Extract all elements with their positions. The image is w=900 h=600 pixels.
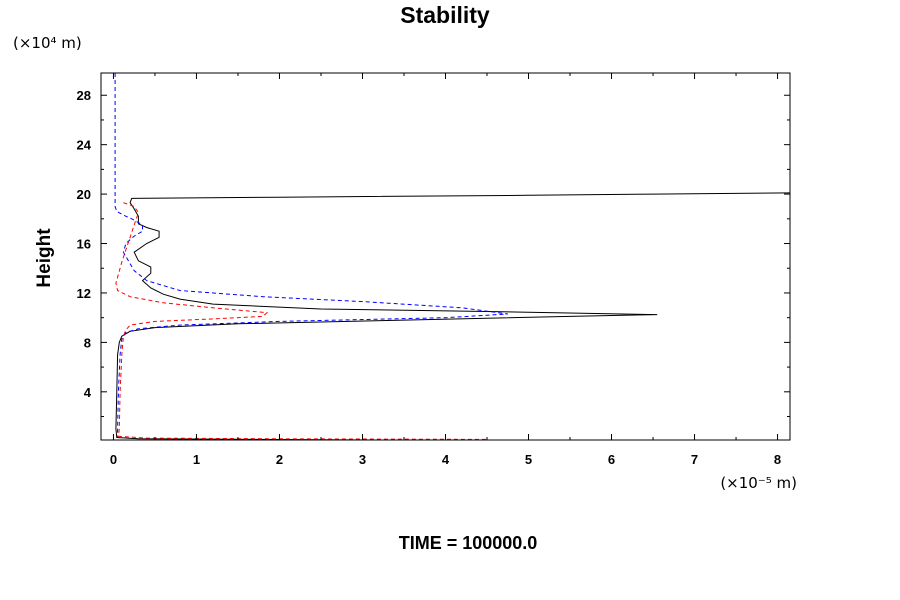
y-tick-label: 8 bbox=[84, 335, 91, 350]
x-tick-label: 2 bbox=[276, 452, 283, 467]
series-layer bbox=[114, 73, 791, 441]
x-tick-label: 3 bbox=[359, 452, 366, 467]
x-tick-label: 8 bbox=[774, 452, 781, 467]
time-label: TIME = 100000.0 bbox=[399, 533, 538, 553]
x-tick-label: 7 bbox=[691, 452, 698, 467]
y-tick-label: 20 bbox=[77, 187, 91, 202]
series-line-2 bbox=[114, 73, 508, 438]
y-unit-label: (×10⁴ m) bbox=[13, 34, 82, 52]
x-tick-label: 4 bbox=[442, 452, 450, 467]
x-tick-label: 6 bbox=[608, 452, 615, 467]
plot-frame bbox=[100, 72, 791, 441]
y-tick-label: 28 bbox=[77, 88, 91, 103]
y-tick-label: 24 bbox=[77, 138, 92, 153]
x-tick-label: 5 bbox=[525, 452, 532, 467]
chart-title: Stability bbox=[400, 2, 490, 28]
x-unit-label: (×10⁻⁵ m) bbox=[720, 474, 797, 492]
y-axis-label: Height bbox=[34, 228, 55, 288]
y-tick-label: 12 bbox=[77, 286, 91, 301]
y-tick-label: 4 bbox=[84, 385, 92, 400]
x-tick-label: 0 bbox=[110, 452, 117, 467]
y-tick-label: 16 bbox=[77, 237, 91, 252]
series-line-3 bbox=[115, 202, 488, 440]
x-tick-label: 1 bbox=[193, 452, 200, 467]
series-line-1 bbox=[115, 192, 791, 441]
